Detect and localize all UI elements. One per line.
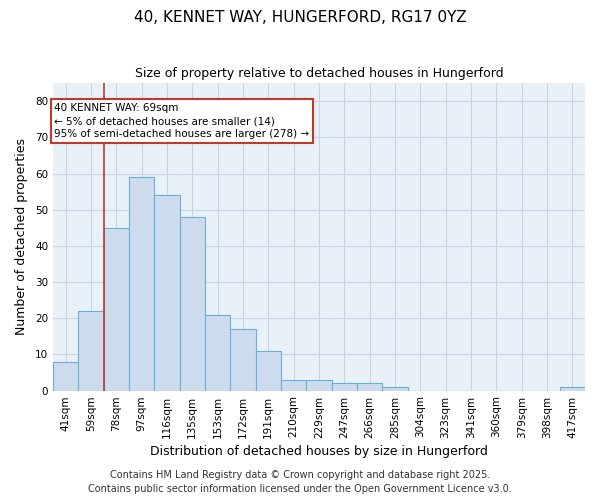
Text: 40, KENNET WAY, HUNGERFORD, RG17 0YZ: 40, KENNET WAY, HUNGERFORD, RG17 0YZ xyxy=(134,10,466,25)
Bar xyxy=(332,384,357,390)
Bar xyxy=(382,387,407,390)
Text: 40 KENNET WAY: 69sqm
← 5% of detached houses are smaller (14)
95% of semi-detach: 40 KENNET WAY: 69sqm ← 5% of detached ho… xyxy=(54,103,310,140)
Bar xyxy=(306,380,332,390)
Y-axis label: Number of detached properties: Number of detached properties xyxy=(15,138,28,336)
Title: Size of property relative to detached houses in Hungerford: Size of property relative to detached ho… xyxy=(134,68,503,80)
Bar xyxy=(560,387,585,390)
Bar xyxy=(179,217,205,390)
Bar xyxy=(129,177,154,390)
Bar xyxy=(205,314,230,390)
Bar xyxy=(104,228,129,390)
X-axis label: Distribution of detached houses by size in Hungerford: Distribution of detached houses by size … xyxy=(150,444,488,458)
Bar xyxy=(230,329,256,390)
Bar xyxy=(281,380,306,390)
Text: Contains HM Land Registry data © Crown copyright and database right 2025.
Contai: Contains HM Land Registry data © Crown c… xyxy=(88,470,512,494)
Bar xyxy=(154,195,179,390)
Bar xyxy=(53,362,78,390)
Bar xyxy=(357,384,382,390)
Bar xyxy=(78,311,104,390)
Bar xyxy=(256,351,281,391)
